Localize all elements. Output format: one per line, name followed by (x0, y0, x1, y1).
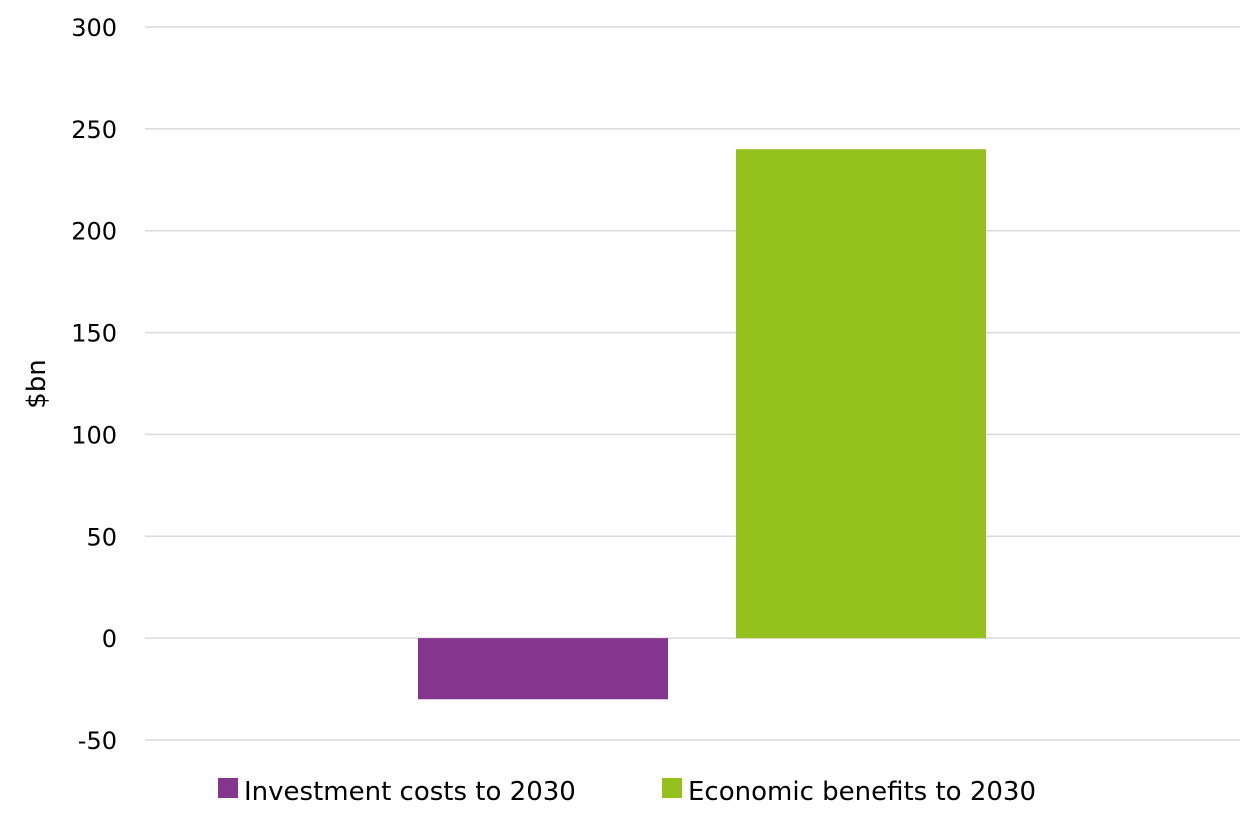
y-tick-label: 200 (71, 218, 117, 246)
legend-swatch (662, 778, 682, 798)
y-tick-label: 300 (71, 14, 117, 42)
y-axis-title: $bn (22, 359, 52, 409)
y-tick-label: 250 (71, 116, 117, 144)
y-axis-ticks: -50 0 50 100 150 200 250 300 (71, 14, 117, 755)
gridlines (145, 26, 1240, 741)
y-tick-label: 150 (71, 320, 117, 348)
legend-swatch (218, 778, 238, 798)
legend-label: Investment costs to 2030 (244, 777, 576, 807)
bar-economic-benefits (736, 149, 986, 639)
y-tick-label: 50 (86, 523, 117, 551)
legend: Investment costs to 2030 Economic benefit… (218, 777, 1036, 807)
y-tick-label: 100 (71, 421, 117, 449)
bar-investment-costs (418, 638, 668, 700)
bars (418, 149, 986, 700)
y-tick-label: -50 (78, 727, 117, 755)
legend-label: Economic benefits to 2030 (688, 777, 1036, 807)
y-tick-label: 0 (102, 625, 117, 653)
